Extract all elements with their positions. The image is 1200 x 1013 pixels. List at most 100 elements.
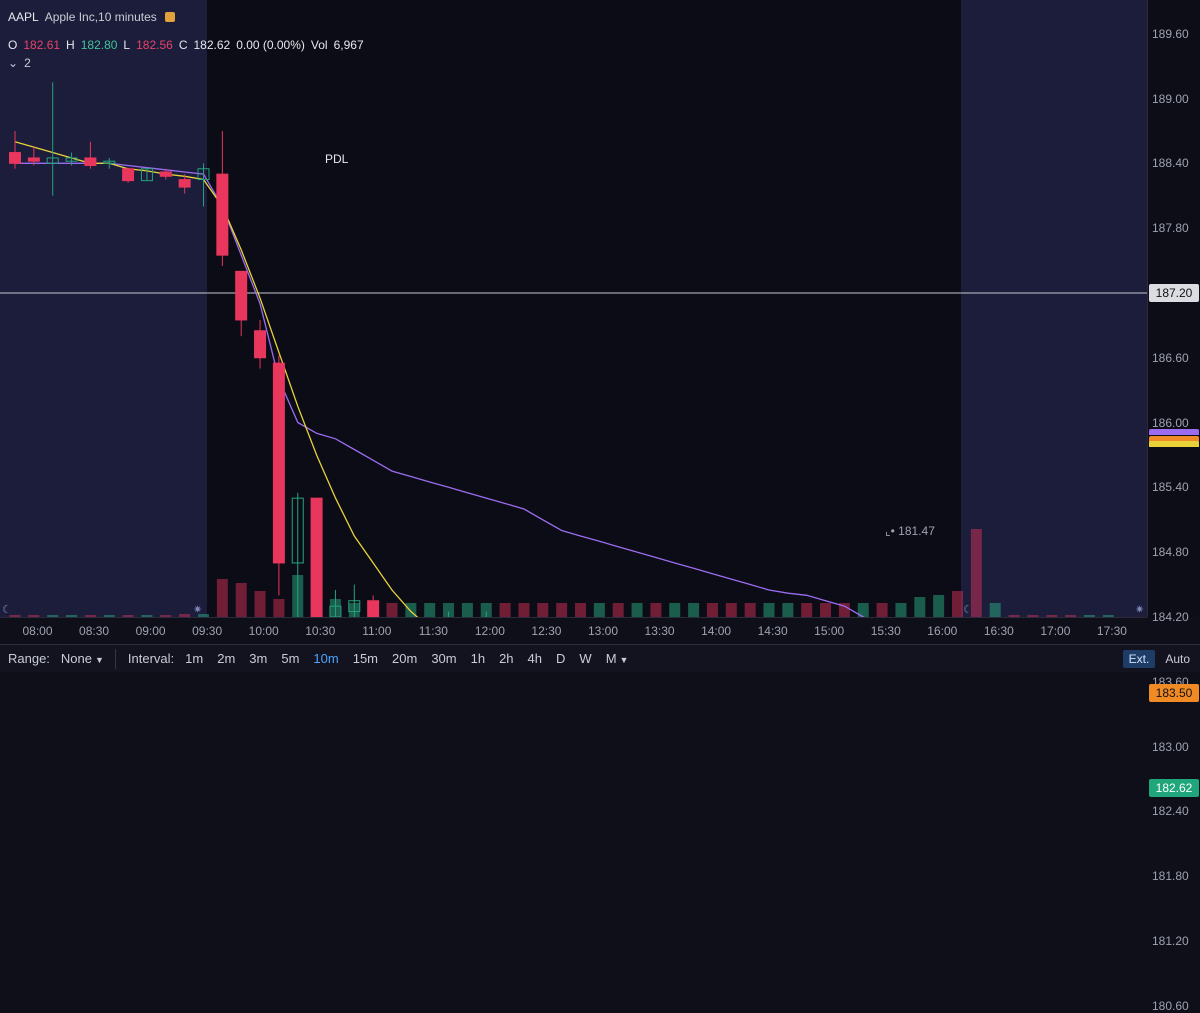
interval-d[interactable]: D <box>556 651 566 666</box>
time-tick: 15:00 <box>814 624 845 638</box>
volume-bar <box>914 597 926 617</box>
volume-bar <box>933 595 945 617</box>
volume-bar <box>895 603 907 617</box>
interval-m[interactable]: M ▼ <box>605 651 629 666</box>
volume-bar <box>1046 615 1058 617</box>
interval-1h[interactable]: 1h <box>470 651 486 666</box>
interval-30m[interactable]: 30m <box>431 651 457 666</box>
time-tick: 16:30 <box>983 624 1014 638</box>
volume-bar <box>876 603 888 617</box>
time-tick: 10:30 <box>305 624 336 638</box>
price-tick: 184.80 <box>1152 545 1189 560</box>
volume-bar <box>857 603 869 617</box>
price-tick: 182.40 <box>1152 804 1189 819</box>
candle-body <box>197 168 210 181</box>
afterhours-shading <box>961 0 1147 617</box>
close-label: C <box>178 38 188 52</box>
volume-bar <box>650 603 662 617</box>
volume-bar <box>989 603 1001 617</box>
interval-3m[interactable]: 3m <box>249 651 268 666</box>
open-label: O <box>8 38 18 52</box>
price-tick: 186.60 <box>1152 350 1189 365</box>
extended-hours-button[interactable]: Ext. <box>1122 649 1156 668</box>
volume-bar <box>1102 615 1114 617</box>
volume-bar <box>461 603 473 617</box>
volume-bar <box>669 603 681 617</box>
volume-bar <box>820 603 832 617</box>
candle-body <box>367 600 380 617</box>
volume-bar <box>9 615 21 617</box>
volume-bar <box>84 615 96 617</box>
caret-down-icon: ▼ <box>619 655 629 665</box>
time-tick: 16:00 <box>927 624 958 638</box>
candle-body <box>159 171 172 177</box>
range-dropdown[interactable]: None ▼ <box>60 651 104 666</box>
volume-bar <box>1027 615 1039 617</box>
indicator-price-chip <box>1149 429 1199 435</box>
moving-average-line <box>14 141 419 617</box>
candle-body <box>216 173 229 256</box>
interval-5m[interactable]: 5m <box>281 651 300 666</box>
flag-icon[interactable] <box>164 12 175 22</box>
volume-bar <box>970 529 982 617</box>
divider <box>114 648 116 669</box>
symbol-label[interactable]: AAPL <box>8 10 39 24</box>
price-tick: 188.40 <box>1152 156 1189 171</box>
indicator-toggle[interactable]: ⌄ 2 <box>8 56 364 70</box>
interval-15m[interactable]: 15m <box>352 651 379 666</box>
price-tick: 181.80 <box>1152 869 1189 884</box>
premarket-shading <box>0 0 207 617</box>
candle-body <box>272 362 285 564</box>
volume-bar <box>424 603 436 617</box>
price-label: 182.62 <box>1149 778 1199 797</box>
chart-legend: AAPL Apple Inc,10 minutes O 182.61 H 182… <box>8 8 364 70</box>
volume-bar <box>725 603 737 617</box>
time-axis[interactable]: 08:00 08:30 09:00 09:30 10:00 10:30 11:00 11:30… <box>0 617 1147 644</box>
chart-area[interactable]: AAPL Apple Inc,10 minutes O 182.61 H 182… <box>0 0 1147 617</box>
candle-body <box>84 157 97 167</box>
volume-bar <box>405 603 417 617</box>
volume-bar <box>254 591 266 617</box>
volume-bar <box>744 603 756 617</box>
volume-bar <box>631 603 643 617</box>
time-tick: 13:30 <box>644 624 675 638</box>
time-tick: 09:30 <box>192 624 223 638</box>
price-tick: 183.00 <box>1152 739 1189 754</box>
time-tick: 08:30 <box>79 624 110 638</box>
volume-value: 6,967 <box>333 38 364 52</box>
price-tick: 181.20 <box>1152 933 1189 948</box>
volume-bar <box>801 603 813 617</box>
candle-body <box>27 157 40 162</box>
interval-buttons: 1m 2m 3m 5m 10m 15m 20m 30m 1h 2h 4h D W M ▼ <box>178 651 635 666</box>
volume-bar <box>122 615 134 617</box>
volume-label: Vol <box>310 38 328 52</box>
interval-label: Interval: <box>127 651 175 666</box>
interval-2m[interactable]: 2m <box>217 651 236 666</box>
interval-10m[interactable]: 10m <box>313 651 339 666</box>
volume-bar <box>1065 615 1077 617</box>
volume-bar <box>66 615 78 617</box>
time-tick: 14:30 <box>757 624 788 638</box>
interval-2h[interactable]: 2h <box>499 651 514 666</box>
volume-bar <box>556 603 568 617</box>
time-tick: 12:30 <box>531 624 562 638</box>
interval-1m[interactable]: 1m <box>185 651 204 666</box>
interval-4h[interactable]: 4h <box>527 651 543 666</box>
volume-bar <box>386 603 398 617</box>
price-chart[interactable] <box>0 0 1147 617</box>
volume-bar <box>838 603 850 617</box>
volume-bar <box>103 615 115 617</box>
sun-icon: ✷ <box>193 604 203 616</box>
interval-20m[interactable]: 20m <box>392 651 418 666</box>
price-axis[interactable]: 189.60 189.00 188.40 187.80 187.20 186.60 186.… <box>1147 0 1200 1013</box>
time-tick: 17:00 <box>1040 624 1071 638</box>
range-label: Range: <box>8 651 50 666</box>
price-tick: 186.00 <box>1152 415 1189 430</box>
interval-w[interactable]: W <box>579 651 592 666</box>
auto-scale-button[interactable]: Auto <box>1165 651 1190 666</box>
low-marker-icon: ⌞• <box>885 524 895 538</box>
candle-body <box>235 270 248 321</box>
chevron-down-icon[interactable]: ⌄ <box>8 56 19 70</box>
time-tick: 08:00 <box>22 624 53 638</box>
indicator-price-chip <box>1149 441 1199 447</box>
